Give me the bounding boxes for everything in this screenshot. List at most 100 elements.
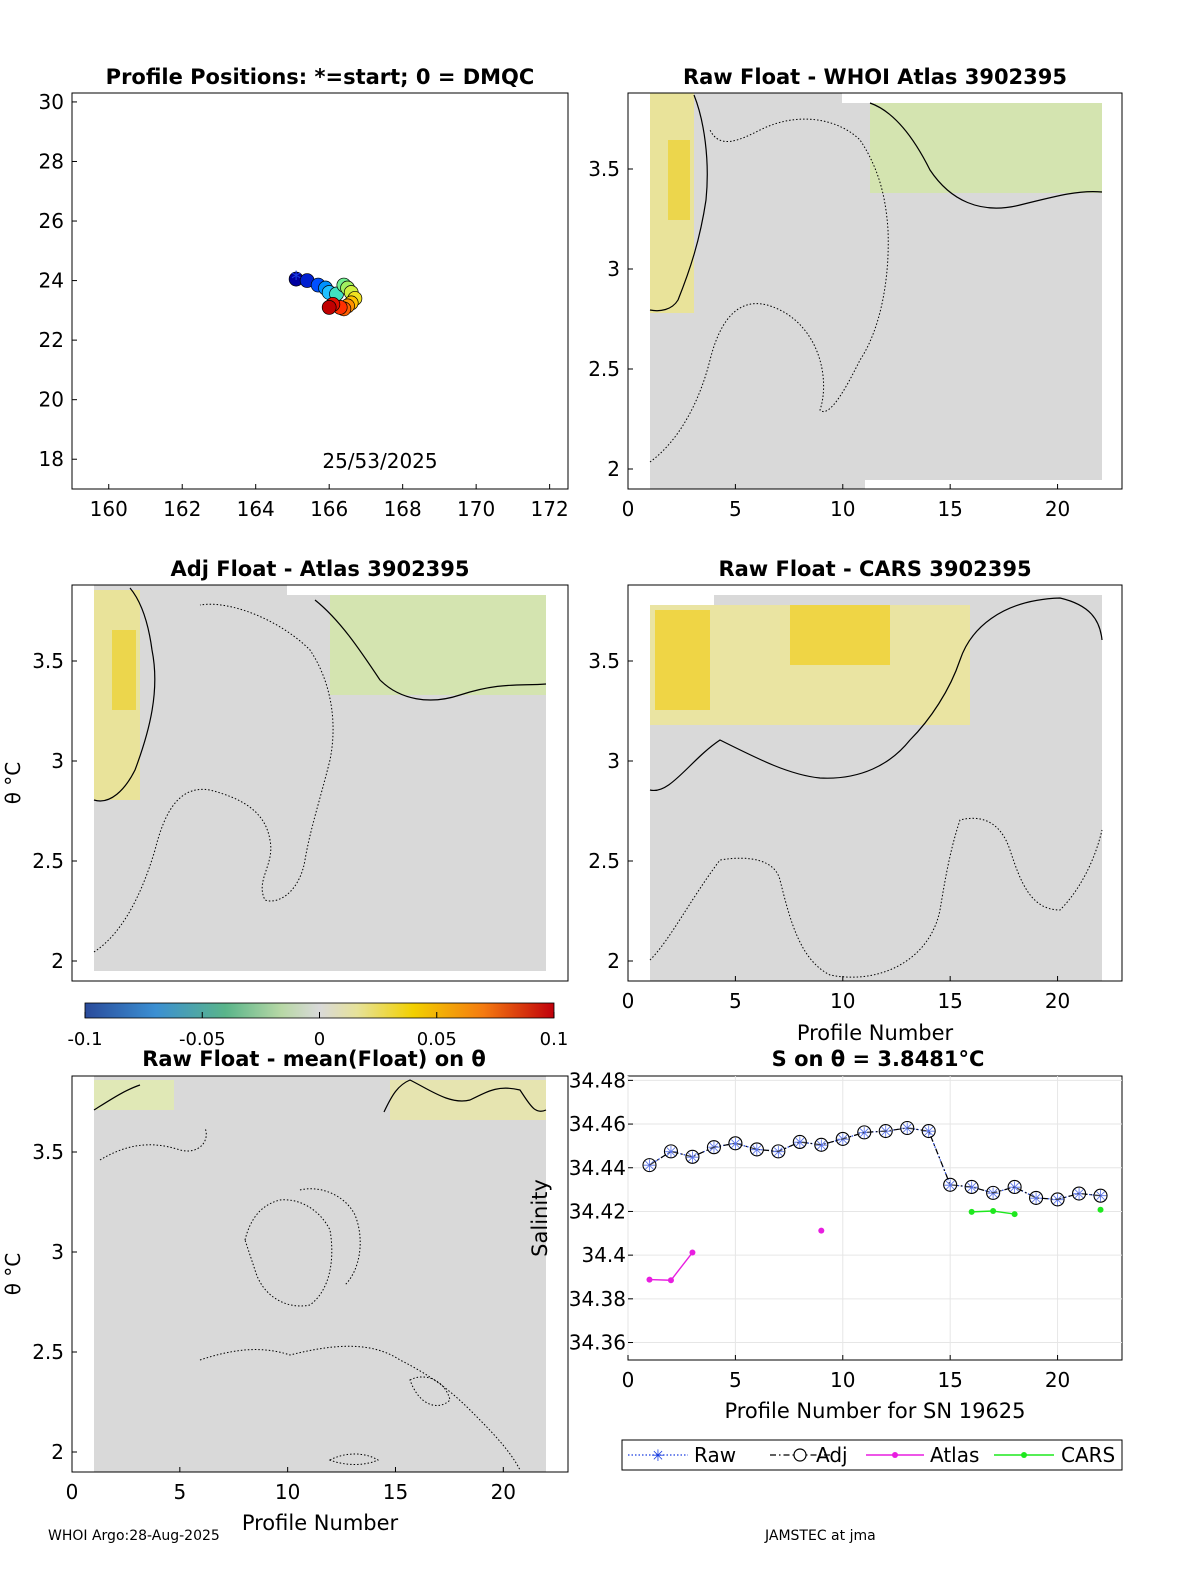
adj-point	[792, 1134, 807, 1150]
adj-point	[878, 1124, 893, 1139]
y-tick-label: 34.46	[569, 1112, 626, 1136]
x-tick-label: 5	[729, 497, 742, 521]
y-tick-label: 2	[607, 457, 620, 481]
salinity-xlabel: Profile Number for SN 19625	[724, 1399, 1025, 1423]
salinity-ticks: 0 5 10 15 20 34.36 34.38 34.4 34.42 34.44 34.46 34.…	[569, 1068, 1071, 1392]
y-tick-label: 34.44	[569, 1156, 626, 1180]
adj-atlas-ticks: 2 2.5 3 3.5	[32, 649, 77, 973]
positions-ticks: 160 162 164 166 168 170 172 18 20 22 24 26 28 30	[39, 90, 569, 521]
raw-whoi-warm-core	[668, 140, 690, 220]
x-tick-label: 20	[1045, 497, 1070, 521]
adj-point	[857, 1125, 872, 1140]
y-tick-label: 2.5	[32, 1340, 64, 1364]
raw-cars-title: Raw Float - CARS 3902395	[718, 557, 1031, 581]
cars-point	[968, 1208, 975, 1215]
raw-mean-title: Raw Float - mean(Float) on θ	[142, 1047, 486, 1071]
adj-atlas-title: Adj Float - Atlas 3902395	[170, 557, 469, 581]
adj-point	[728, 1136, 743, 1151]
adj-point	[900, 1120, 915, 1136]
x-tick-label: 10	[830, 497, 855, 521]
x-tick-label: 0	[622, 497, 635, 521]
legend-cars-label: CARS	[1061, 1443, 1115, 1467]
y-tick-label: 3.5	[588, 649, 620, 673]
salinity-ylabel: Salinity	[528, 1179, 552, 1257]
y-tick-label: 28	[39, 149, 64, 173]
y-tick-label: 2.5	[588, 357, 620, 381]
x-tick-label: 5	[729, 1368, 742, 1392]
colorbar-tick-label: 0.1	[540, 1029, 569, 1050]
y-tick-label: 34.36	[569, 1331, 626, 1355]
adj-atlas-axes	[71, 584, 569, 982]
x-tick-label: 10	[830, 1368, 855, 1392]
raw-cars-warm-core	[655, 610, 710, 710]
x-tick-label: 170	[457, 497, 495, 521]
x-tick-label: 15	[937, 989, 962, 1013]
salinity-axes	[627, 1075, 1123, 1361]
adj-line	[649, 1127, 1101, 1201]
atlas-point	[646, 1276, 653, 1283]
legend-atlas-label: Atlas	[930, 1443, 979, 1467]
cars-point	[1097, 1206, 1104, 1213]
salinity-title: S on θ = 3.8481°C	[772, 1047, 985, 1071]
adj-point	[986, 1185, 1001, 1200]
x-tick-label: 164	[237, 497, 275, 521]
panel-positions: Profile Positions: *=start; 0 = DMQC 160…	[39, 65, 569, 521]
y-tick-label: 3	[607, 257, 620, 281]
panel-salinity: S on θ = 3.8481°C ✳✳ ✳✳ ✳ ✳ ✳ ✳ ✳ ✳ ✳ ✳ ✳ ✳✳ ✳ ✳ ✳✳ ✳ ✳ ✳…	[528, 1047, 1123, 1471]
panel-raw-whoi: Raw Float - WHOI Atlas 3902395 0 5 10 15 20 2…	[588, 65, 1123, 521]
x-tick-label: 172	[531, 497, 569, 521]
adj-point	[771, 1144, 786, 1159]
x-tick-label: 20	[1045, 989, 1070, 1013]
y-tick-label: 26	[39, 209, 64, 233]
start-marker: *	[291, 267, 301, 291]
colorbar-tick-label: 0.05	[417, 1029, 457, 1050]
adj-point	[921, 1124, 936, 1139]
salinity-series: ✳✳ ✳✳ ✳ ✳ ✳ ✳ ✳ ✳ ✳ ✳ ✳ ✳✳ ✳ ✳ ✳✳ ✳ ✳ ✳	[642, 1119, 1108, 1284]
y-tick-label: 34.38	[569, 1287, 626, 1311]
positions-title: Profile Positions: *=start; 0 = DMQC	[106, 65, 535, 89]
raw-cars-xlabel: Profile Number	[797, 1021, 954, 1045]
x-tick-label: 0	[622, 1368, 635, 1392]
adj-point	[663, 1144, 679, 1159]
colorbar-tick-label: -0.05	[179, 1029, 226, 1050]
x-tick-label: 15	[383, 1480, 408, 1504]
y-tick-label: 34.4	[581, 1243, 626, 1267]
legend-raw-label: Raw	[694, 1443, 736, 1467]
panel-raw-mean: Raw Float - mean(Float) on θ 0 5 10 15 20 2 2.…	[1, 1047, 569, 1535]
x-tick-label: 166	[310, 497, 348, 521]
x-tick-label: 5	[173, 1480, 186, 1504]
colorbar-tick-label: 0	[314, 1029, 325, 1050]
raw-whoi-axes	[627, 92, 1123, 490]
raw-whoi-title: Raw Float - WHOI Atlas 3902395	[683, 65, 1067, 89]
y-tick-label: 2	[607, 949, 620, 973]
legend-raw-marker: ✳	[651, 1446, 664, 1465]
raw-whoi-contour	[649, 94, 708, 312]
raw-cars-ticks: 0 5 10 15 20 2 2.5 3 3.5	[588, 649, 1070, 1013]
salinity-legend: ✳ Raw Adj Atlas CARS	[621, 1439, 1123, 1471]
colorbar: -0.1 -0.05 0 0.05 0.1	[67, 1002, 568, 1050]
legend-cars-marker	[1021, 1452, 1027, 1458]
panel-raw-cars: Raw Float - CARS 3902395 0 5 10 15 20 2 2.5 3 3.…	[588, 557, 1123, 1045]
cars-segment	[993, 1210, 1015, 1215]
colorbar-ticks: -0.1 -0.05 0 0.05 0.1	[67, 1012, 568, 1050]
y-tick-label: 2.5	[588, 849, 620, 873]
y-tick-label: 2	[51, 1440, 64, 1464]
y-tick-label: 3.5	[588, 157, 620, 181]
atlas-point	[667, 1277, 674, 1284]
salinity-grid	[627, 1076, 1122, 1360]
panel-adj-atlas: Adj Float - Atlas 3902395 2 2.5 3 3.5 θ °C	[1, 557, 569, 982]
x-tick-label: 168	[384, 497, 422, 521]
x-tick-label: 10	[275, 1480, 300, 1504]
atlas-point	[689, 1249, 696, 1256]
y-tick-label: 3	[51, 749, 64, 773]
raw-mean-ticks: 0 5 10 15 20 2 2.5 3 3.5	[32, 1140, 516, 1504]
adj-atlas-ylabel: θ °C	[1, 762, 25, 805]
raw-whoi-green-patch	[870, 103, 1102, 193]
y-tick-label: 3.5	[32, 649, 64, 673]
adj-atlas-green-patch	[330, 595, 546, 695]
raw-whoi-ticks: 0 5 10 15 20 2 2.5 3 3.5	[588, 157, 1070, 521]
adj-point	[1050, 1192, 1065, 1207]
atlas-point	[818, 1227, 825, 1234]
adj-point	[943, 1177, 958, 1192]
